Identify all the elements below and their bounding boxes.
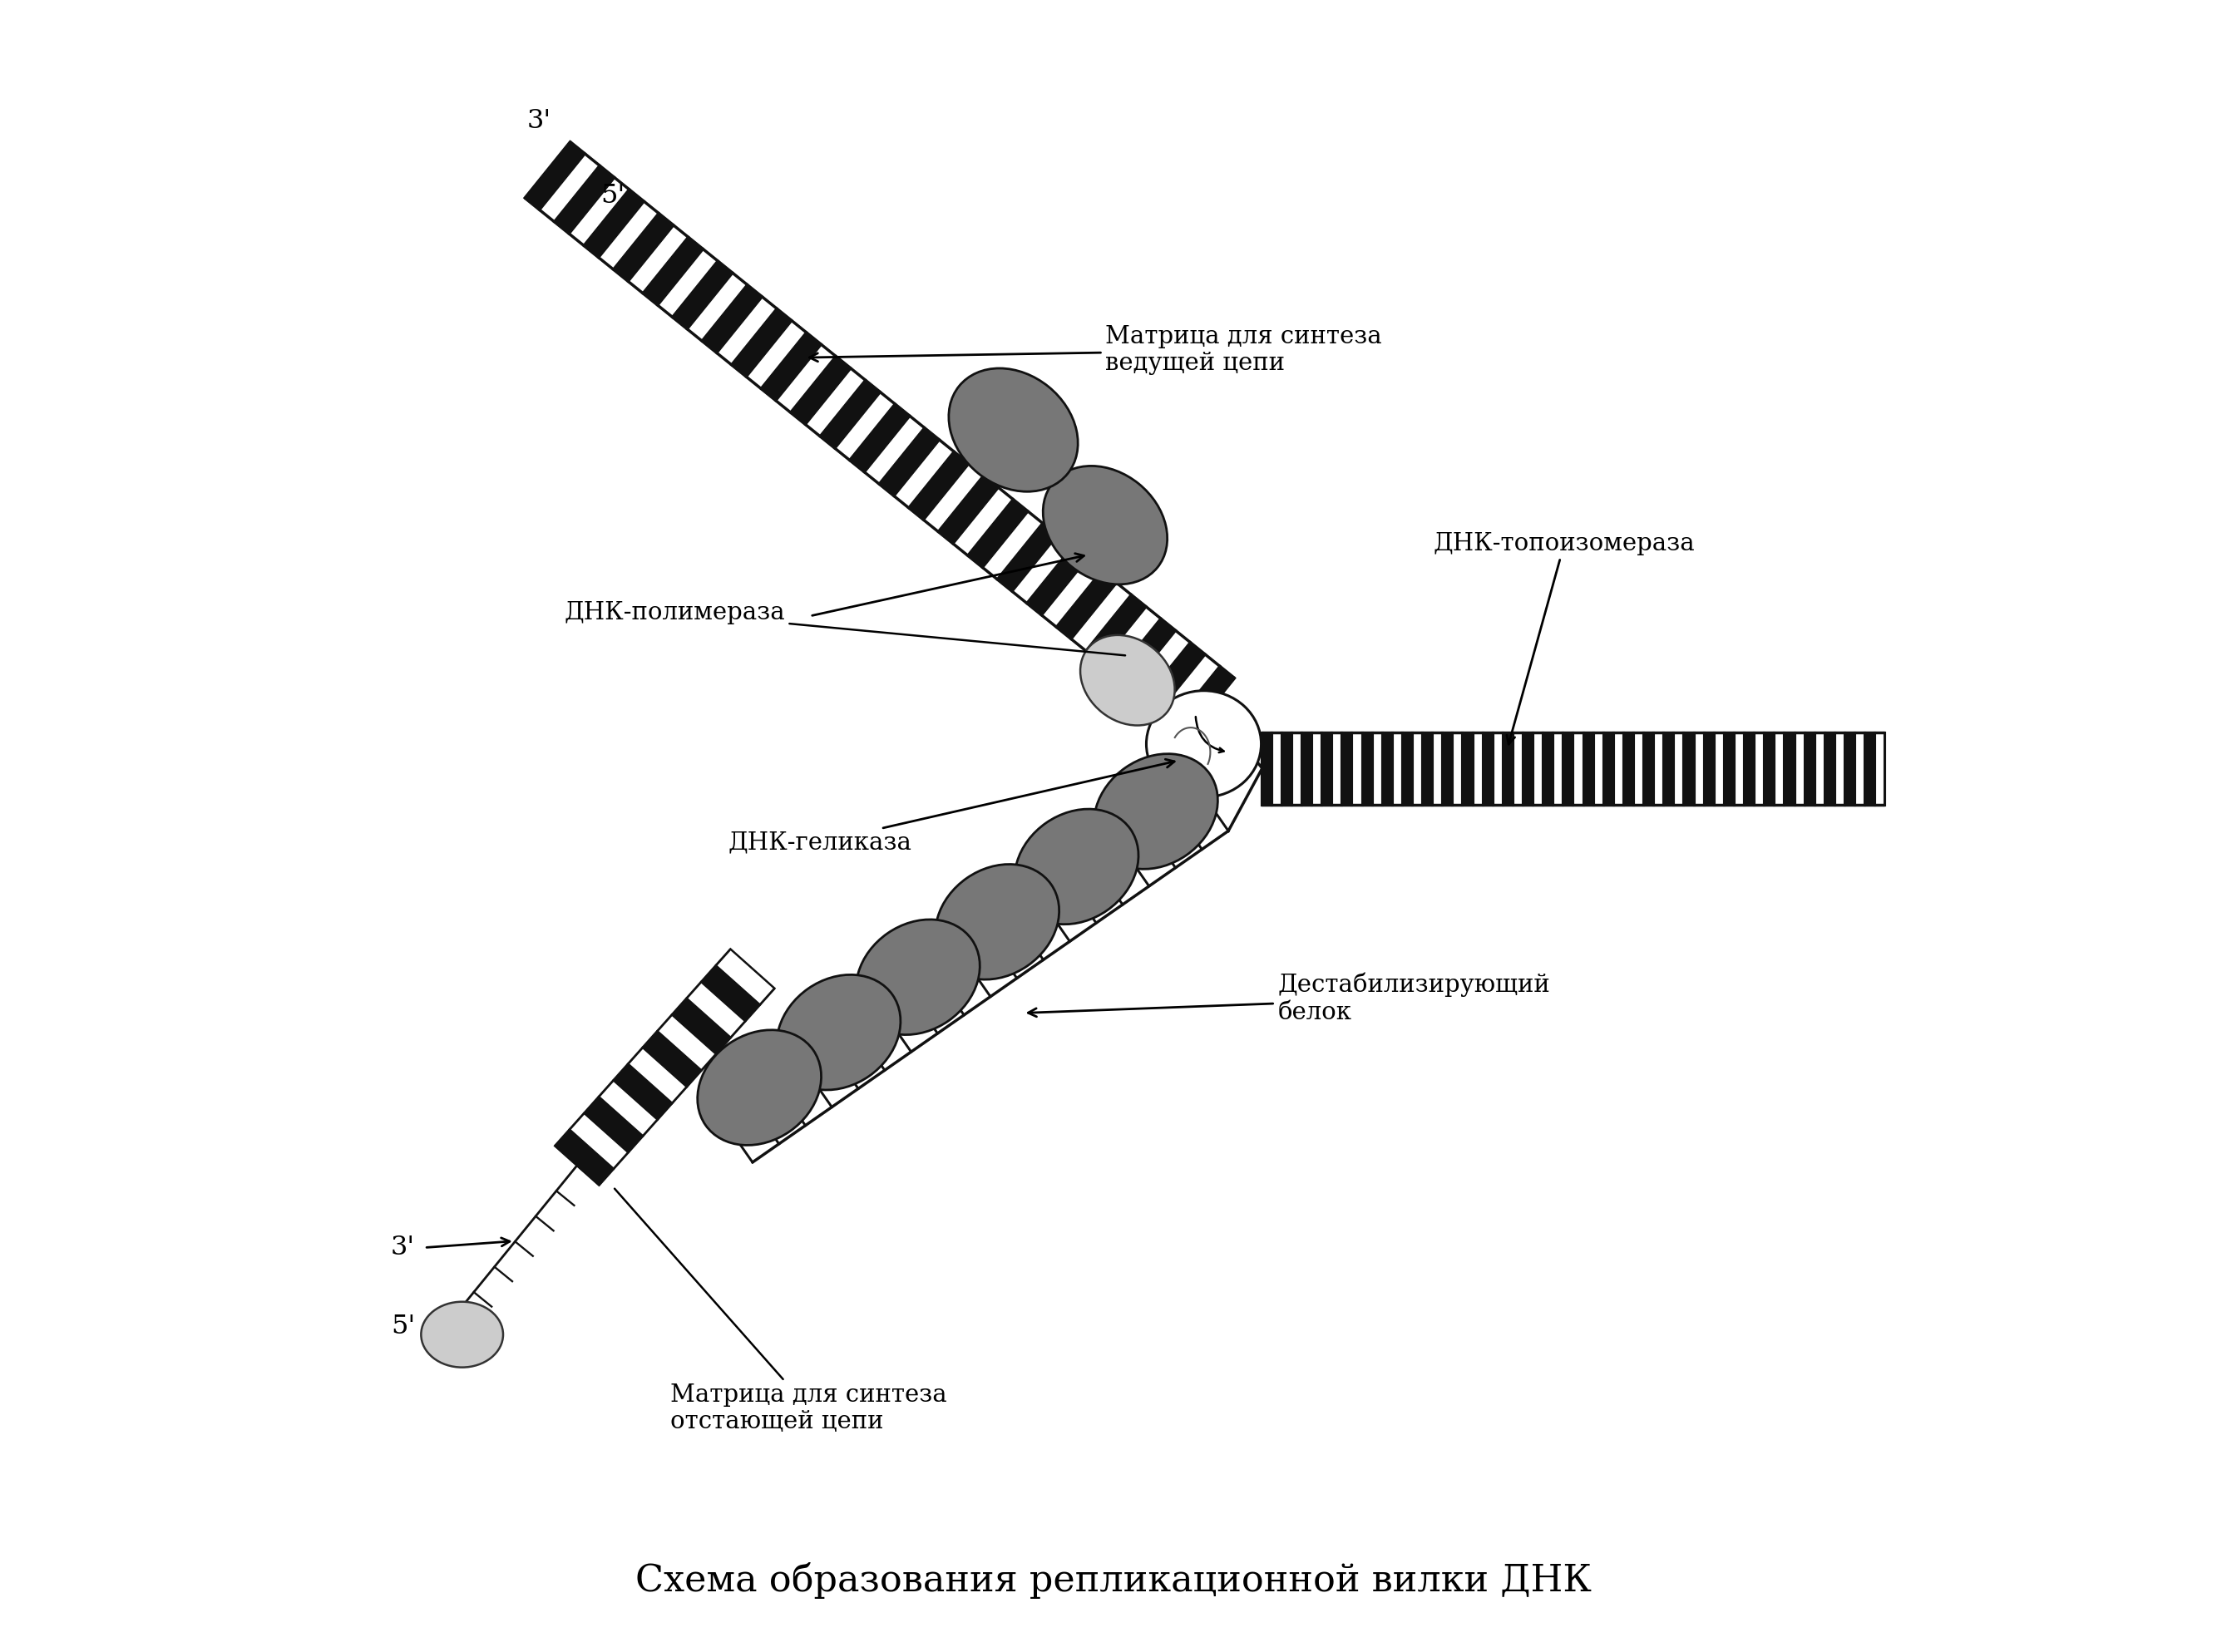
Polygon shape	[880, 428, 940, 496]
Polygon shape	[583, 1097, 644, 1153]
Polygon shape	[969, 499, 1029, 567]
Ellipse shape	[421, 1302, 503, 1368]
Polygon shape	[1087, 595, 1147, 662]
Polygon shape	[1764, 732, 1775, 805]
Text: 3': 3'	[528, 107, 552, 134]
Polygon shape	[909, 451, 969, 520]
Ellipse shape	[935, 864, 1060, 980]
Polygon shape	[1145, 643, 1205, 710]
Ellipse shape	[1147, 691, 1260, 798]
Polygon shape	[526, 142, 586, 210]
Polygon shape	[1623, 732, 1632, 805]
Polygon shape	[1361, 732, 1372, 805]
Polygon shape	[555, 165, 615, 233]
Polygon shape	[851, 405, 911, 472]
Polygon shape	[1543, 732, 1552, 805]
Polygon shape	[1724, 732, 1735, 805]
Ellipse shape	[855, 920, 980, 1034]
Ellipse shape	[1080, 634, 1174, 725]
Polygon shape	[702, 965, 759, 1021]
Polygon shape	[1804, 732, 1815, 805]
Polygon shape	[730, 309, 791, 377]
Polygon shape	[1744, 732, 1755, 805]
Polygon shape	[583, 190, 644, 258]
Polygon shape	[644, 238, 704, 306]
Polygon shape	[1704, 732, 1715, 805]
Ellipse shape	[1042, 466, 1167, 585]
Polygon shape	[1383, 732, 1392, 805]
Polygon shape	[1644, 732, 1652, 805]
Polygon shape	[820, 380, 880, 448]
Text: Матрица для синтеза
ведущей цепи: Матрица для синтеза ведущей цепи	[808, 325, 1383, 375]
Polygon shape	[1116, 618, 1176, 687]
Ellipse shape	[949, 368, 1078, 492]
Polygon shape	[555, 1130, 615, 1184]
Polygon shape	[1684, 732, 1693, 805]
Polygon shape	[1503, 732, 1512, 805]
Polygon shape	[1523, 732, 1532, 805]
Polygon shape	[1443, 732, 1452, 805]
Polygon shape	[526, 142, 1234, 735]
Polygon shape	[1423, 732, 1432, 805]
Text: Матрица для синтеза
отстающей цепи: Матрица для синтеза отстающей цепи	[615, 1189, 946, 1434]
Polygon shape	[1301, 732, 1312, 805]
Polygon shape	[762, 332, 822, 400]
Polygon shape	[673, 261, 733, 329]
Text: Схема образования репликационной вилки ДНК: Схема образования репликационной вилки Д…	[635, 1563, 1592, 1599]
Polygon shape	[1463, 732, 1472, 805]
Polygon shape	[791, 357, 851, 425]
Polygon shape	[1563, 732, 1572, 805]
Ellipse shape	[1093, 753, 1218, 869]
Polygon shape	[1260, 732, 1272, 805]
Polygon shape	[1483, 732, 1492, 805]
Text: ДНК-топоизомераза: ДНК-топоизомераза	[1434, 532, 1695, 743]
Text: ДНК-полимераза: ДНК-полимераза	[563, 601, 1125, 656]
Polygon shape	[1403, 732, 1412, 805]
Polygon shape	[1864, 732, 1875, 805]
Polygon shape	[1603, 732, 1612, 805]
Text: ДНК-геликаза: ДНК-геликаза	[728, 760, 1174, 854]
Polygon shape	[1784, 732, 1795, 805]
Ellipse shape	[697, 1029, 822, 1145]
Text: Дестабилизирующий
белок: Дестабилизирующий белок	[1029, 973, 1550, 1024]
Polygon shape	[1664, 732, 1672, 805]
Polygon shape	[1824, 732, 1835, 805]
Polygon shape	[1027, 547, 1087, 615]
Polygon shape	[1321, 732, 1332, 805]
Polygon shape	[612, 213, 673, 281]
Polygon shape	[1844, 732, 1855, 805]
Polygon shape	[1583, 732, 1592, 805]
Polygon shape	[1174, 666, 1234, 735]
Ellipse shape	[1016, 809, 1138, 923]
Polygon shape	[1056, 572, 1116, 639]
Polygon shape	[673, 998, 730, 1054]
Polygon shape	[998, 524, 1058, 591]
Polygon shape	[555, 948, 775, 1184]
Polygon shape	[612, 1064, 673, 1120]
Polygon shape	[1260, 732, 1884, 805]
Polygon shape	[938, 476, 998, 544]
Text: 3': 3'	[392, 1234, 414, 1260]
Polygon shape	[1281, 732, 1292, 805]
Ellipse shape	[777, 975, 900, 1090]
Polygon shape	[1341, 732, 1352, 805]
Polygon shape	[702, 284, 762, 354]
Text: 5': 5'	[392, 1313, 414, 1340]
Text: 5': 5'	[601, 183, 626, 208]
Polygon shape	[644, 1031, 702, 1087]
